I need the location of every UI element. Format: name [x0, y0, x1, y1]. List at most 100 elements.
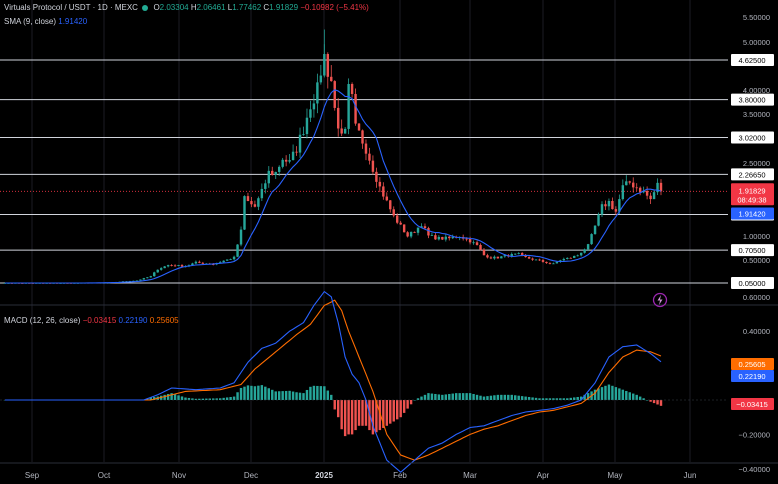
- sma-value: 1.91420: [58, 17, 88, 26]
- macd-hist-bar: [520, 396, 524, 400]
- candle-body: [284, 159, 288, 162]
- sma-label: SMA (9, close): [4, 17, 57, 26]
- candle-body: [163, 266, 166, 269]
- price-tick-label: 3.50000: [743, 110, 770, 119]
- candle-body: [514, 253, 517, 255]
- symbol-legend: Virtuals Protocol / USDT · 1D · MEXC O 2.…: [4, 3, 369, 12]
- candle-body: [389, 200, 392, 210]
- candle-body: [486, 255, 489, 258]
- macd-hist-bar: [628, 392, 631, 400]
- sma-legend[interactable]: SMA (9, close) 1.91420: [4, 17, 87, 26]
- close-label: C: [263, 3, 270, 12]
- macd-hist-bar: [517, 395, 520, 400]
- open-label: O: [153, 3, 160, 12]
- candle-body: [139, 279, 142, 281]
- macd-series[interactable]: [5, 290, 662, 473]
- macd-hist-bar: [486, 396, 489, 400]
- macd-hist-bar: [246, 385, 250, 400]
- macd-hist-bar: [475, 394, 479, 400]
- candle-body: [395, 215, 399, 223]
- macd-hist-bar: [507, 394, 510, 400]
- candle-body: [229, 259, 232, 260]
- high-value: 2.06461: [196, 3, 226, 12]
- event-lightning-icon[interactable]: [652, 292, 668, 308]
- macd-tag-label: 0.25605: [738, 360, 765, 369]
- high-label: H: [190, 3, 197, 12]
- time-tick-label: Mar: [463, 471, 477, 480]
- candle-body: [170, 265, 173, 266]
- candle-body: [347, 84, 350, 129]
- candle-body: [569, 257, 572, 259]
- time-tick-label: 2025: [315, 471, 333, 480]
- macd-signal-value: 0.25605: [149, 316, 179, 325]
- symbol-title[interactable]: Virtuals Protocol / USDT · 1D · MEXC: [4, 3, 138, 12]
- price-tick-label: 5.00000: [743, 38, 770, 47]
- macd-hist-bar: [493, 395, 496, 400]
- macd-hist-bar: [364, 400, 368, 426]
- macd-hist-bar: [524, 396, 527, 400]
- candle-body: [250, 201, 253, 205]
- candle-body: [597, 214, 600, 226]
- macd-value: 0.22190: [118, 316, 148, 325]
- close-value: 1.91829: [269, 3, 299, 12]
- macd-hist-bar: [191, 398, 194, 400]
- candle-body: [472, 242, 475, 244]
- candle-body: [368, 153, 371, 161]
- candle-body: [316, 82, 319, 104]
- macd-hist-bar: [638, 396, 642, 400]
- macd-hist-bar: [382, 400, 385, 428]
- macd-hist-bar: [198, 398, 201, 400]
- candle-body: [382, 186, 385, 197]
- macd-hist-value: −0.03415: [82, 316, 117, 325]
- sma-series[interactable]: [5, 89, 662, 284]
- candle-body: [385, 196, 389, 201]
- candle-body: [618, 199, 621, 212]
- candle-body: [312, 103, 316, 110]
- macd-hist-bar: [552, 398, 555, 400]
- candle-body: [500, 256, 503, 259]
- macd-hist-bar: [611, 385, 614, 400]
- candle-body: [444, 236, 448, 240]
- candle-body: [180, 265, 184, 267]
- macd-hist-bar: [632, 393, 635, 400]
- macd-hist-bar: [326, 390, 330, 400]
- candle-body: [222, 260, 225, 263]
- macd-hist-bar: [534, 397, 538, 400]
- candle-body: [260, 188, 264, 199]
- candle-body: [496, 256, 500, 259]
- macd-hist-bar: [239, 387, 243, 400]
- level-tag-label: 3.80000: [738, 96, 765, 105]
- candle-body: [583, 249, 586, 253]
- candle-body: [402, 224, 406, 233]
- macd-hist-bar: [659, 400, 663, 406]
- candle-body: [642, 190, 645, 193]
- macd-value-tag: [731, 358, 774, 370]
- candle-body: [652, 192, 656, 200]
- candle-body: [423, 226, 427, 229]
- macd-hist-bar: [625, 390, 628, 400]
- macd-hist-bar: [576, 396, 579, 400]
- macd-hist-bar: [555, 398, 559, 400]
- macd-hist-bar: [559, 398, 562, 400]
- macd-hist-bar: [212, 398, 215, 400]
- candle-body: [562, 258, 566, 261]
- macd-hist-bar: [319, 386, 323, 400]
- macd-hist-bar: [149, 397, 152, 400]
- candle-body: [333, 81, 336, 108]
- candle-body: [267, 170, 271, 184]
- candle-body: [288, 160, 291, 162]
- macd-hist-bar: [586, 393, 590, 400]
- price-tick-label: 0.50000: [743, 256, 770, 265]
- macd-hist-bar: [215, 398, 218, 400]
- macd-legend[interactable]: MACD (12, 26, close) −0.03415 0.22190 0.…: [4, 316, 179, 325]
- candle-body: [302, 133, 305, 135]
- candle-body: [378, 181, 382, 187]
- candle-body: [437, 236, 441, 240]
- macd-hist-bar: [441, 394, 444, 400]
- candle-body: [330, 76, 333, 82]
- macd-hist-bar: [656, 400, 659, 405]
- macd-tick-label: 0.40000: [743, 327, 770, 336]
- macd-hist-bar: [500, 394, 503, 400]
- macd-hist-bar: [305, 389, 309, 400]
- candle-body: [336, 107, 340, 129]
